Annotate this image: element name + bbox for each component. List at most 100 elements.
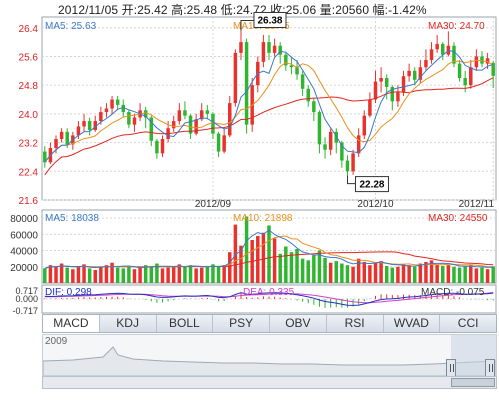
candle-body [183,110,187,116]
volume-bar [435,264,439,283]
candle-body [132,117,137,125]
candle-body [177,110,182,122]
price-y-tick-1: 25.6 [19,52,39,63]
tab-rsi[interactable]: RSI [327,315,384,332]
volume-bar [317,250,322,283]
volume-y-tick-1: 60000 [10,230,38,241]
volume-y-tick-0: 80000 [10,214,38,225]
tab-obv[interactable]: OBV [270,315,327,332]
candle-body [82,121,86,127]
volume-bar [127,265,131,283]
candle-body [194,119,198,134]
ma10-line [44,59,494,163]
candle-body [261,42,266,62]
high-marker-line [240,19,254,31]
volume-bar [216,266,221,283]
candle-body [362,115,367,136]
navigator-left-handle[interactable] [446,359,456,377]
legend-vol-ma30: MA30: 24550 [428,213,488,224]
volume-bar [328,262,333,283]
dea-line [44,292,494,304]
candle-body [480,56,484,64]
tab-macd[interactable]: MACD [43,315,100,332]
candle-body [418,67,423,80]
volume-bar [43,268,47,283]
low-marker-line [346,175,356,185]
candle-body [373,81,378,100]
candle-body [379,78,383,82]
header-change: -1.42% [388,3,427,17]
price-y-tick-4: 23.2 [19,139,39,150]
volume-bar [233,224,238,283]
navigator-year-label: 2009 [45,336,68,347]
volume-bar [110,262,114,283]
candle-body [155,140,159,154]
price-y-tick-0: 26.4 [19,24,39,35]
candle-body [87,121,92,131]
high-marker-box [253,11,287,28]
timeline-navigator[interactable]: 2009 [42,334,497,377]
volume-bar [132,269,137,283]
candle-body [452,45,456,64]
navigator-right-handle[interactable] [485,359,495,377]
candle-body [127,112,131,125]
volume-bar [474,268,479,283]
candle-body [368,99,372,116]
candle-body [474,56,479,68]
volume-bar [160,268,165,283]
volume-bar [340,263,344,283]
candle-body [407,70,411,77]
volume-bar [65,267,69,283]
ohlc-header: 2012/11/05 开:25.42 高:25.48 低:24.72 收:25.… [58,1,427,18]
candle-body [160,139,165,154]
candle-body [76,126,81,136]
navigator-scrollbar[interactable] [42,376,497,389]
volume-bar [401,264,406,283]
volume-bar [82,264,86,283]
volume-bar [418,263,423,283]
high-marker-label: 26.38 [257,15,282,26]
volume-bar [194,268,198,283]
tab-cci[interactable]: CCI [457,316,479,330]
candle-body [104,108,109,113]
volume-bar [87,268,92,283]
volume-bar [396,266,400,283]
candle-body [233,52,238,104]
volume-bar [469,265,473,283]
volume-bar [59,263,64,283]
header-low-label: 低: [220,3,237,17]
volume-bar [171,265,176,283]
candle-body [351,153,355,172]
candle-body [205,110,210,114]
tab-kdj[interactable]: KDJ [100,315,157,332]
legend-dif: DIF: 0.298 [45,287,92,298]
ma30-line [44,77,494,176]
volume-bar [177,264,182,283]
volume-bar [188,265,193,283]
volume-bar [183,266,187,283]
candle-body [54,139,58,148]
tab-psy[interactable]: PSY [213,315,270,332]
header-open: 25.42 [137,3,168,17]
candle-body [463,78,467,86]
tab-boll[interactable]: BOLL [157,315,214,332]
candle-body [110,99,114,109]
volume-bar [480,267,484,283]
tab-wvad[interactable]: WVAD [384,315,441,332]
volume-bar [200,267,204,283]
volume-bar [222,265,226,283]
volume-bar [228,252,232,283]
grip-icon [489,364,493,372]
candle-body [239,42,243,53]
chart-svg[interactable]: 26.4 25.6 24.8 24.0 23.2 22.4 21.6 2012/09 2012/… [0,0,499,314]
candle-body [149,117,154,141]
candle-body [121,104,126,113]
header-volume-label: 量: [319,3,336,17]
legend-macd: MACD: -0.075 [421,287,485,298]
candle-body [222,135,226,152]
ma5-line [44,50,494,163]
volume-bar [71,269,75,283]
candle-body [115,99,120,105]
x-tick-2: 2012/11 [459,199,495,210]
scrollbar-thumb[interactable] [451,378,495,387]
